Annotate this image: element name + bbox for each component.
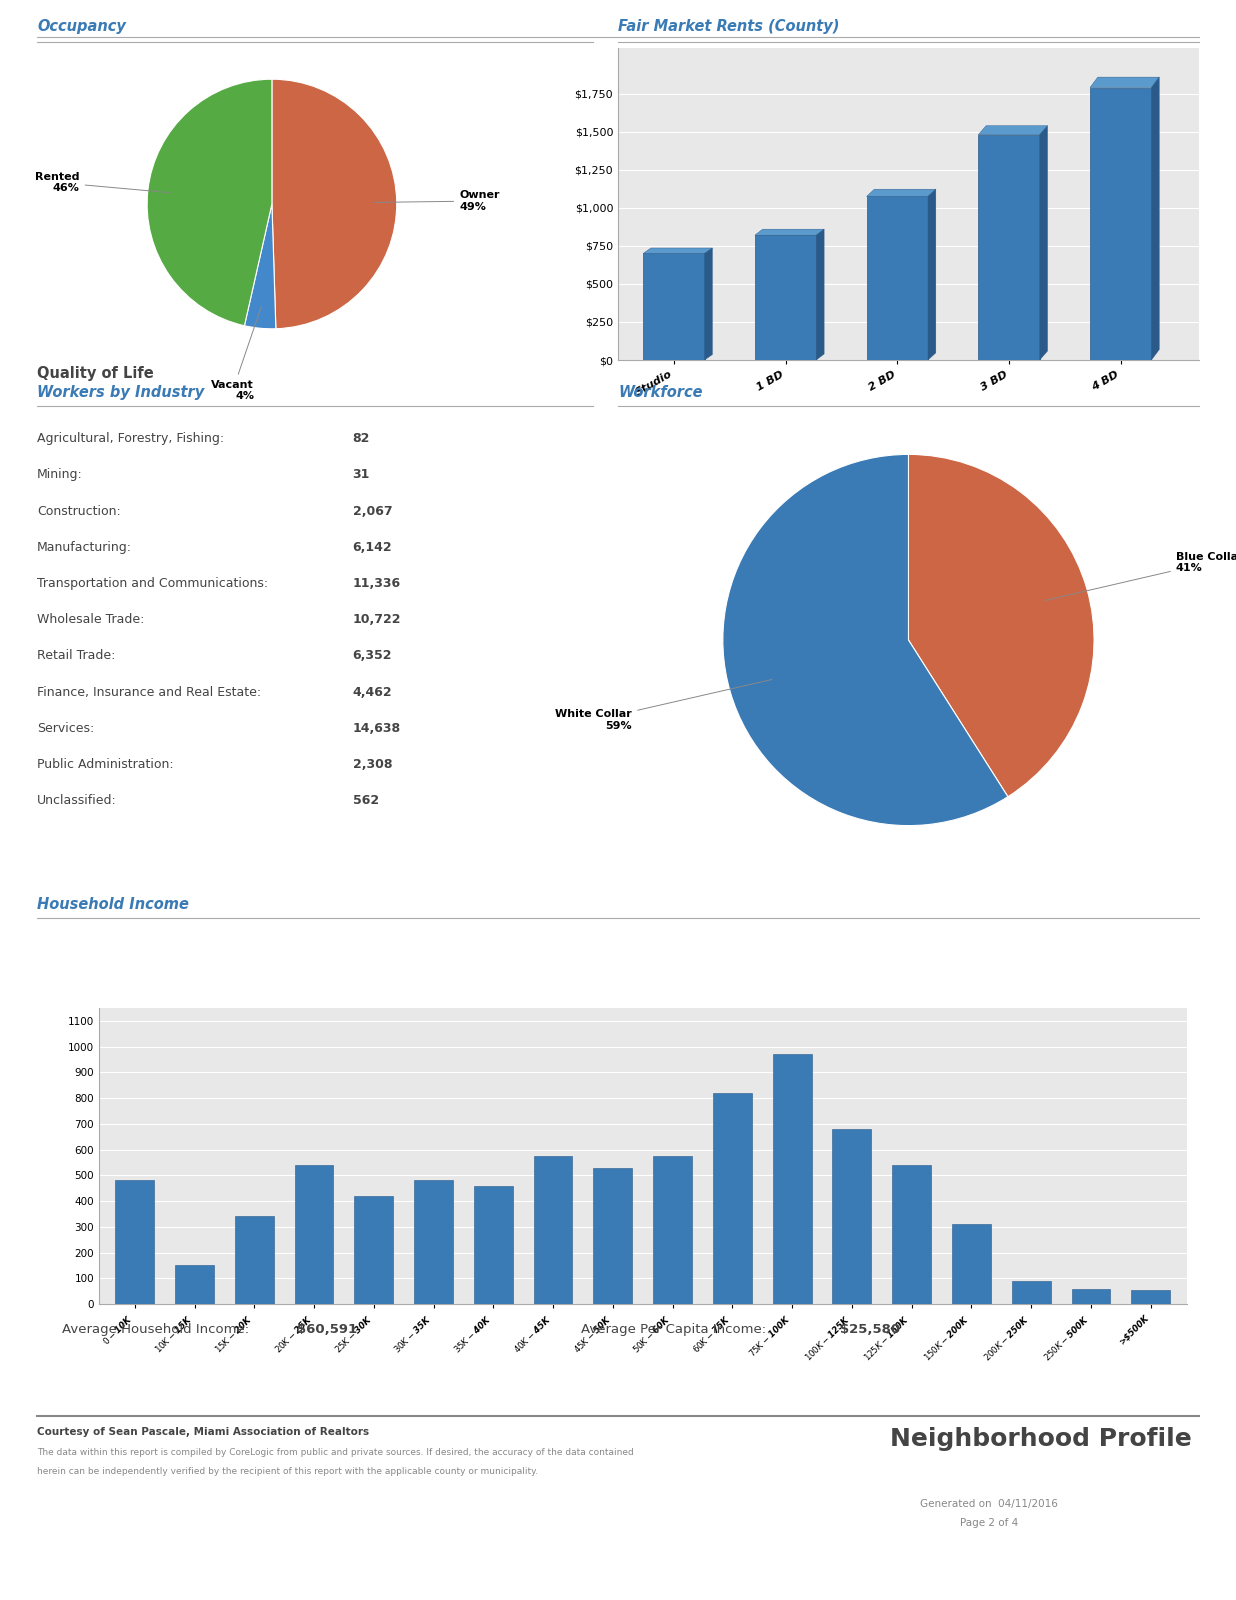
Bar	[294, 1165, 334, 1304]
Text: 11,336: 11,336	[352, 578, 400, 590]
Bar	[115, 1181, 154, 1304]
Polygon shape	[1090, 77, 1159, 88]
Bar	[978, 134, 1039, 360]
Bar	[593, 1168, 633, 1304]
Polygon shape	[866, 189, 936, 197]
Text: Courtesy of Sean Pascale, Miami Association of Realtors: Courtesy of Sean Pascale, Miami Associat…	[37, 1427, 370, 1437]
Text: Owner
49%: Owner 49%	[375, 190, 499, 211]
Text: Vacant
4%: Vacant 4%	[211, 306, 262, 402]
Bar	[1072, 1288, 1110, 1304]
Text: Transportation and Communications:: Transportation and Communications:	[37, 578, 268, 590]
Bar	[653, 1155, 692, 1304]
Text: Neighborhood Profile: Neighborhood Profile	[890, 1427, 1192, 1451]
Bar	[473, 1186, 513, 1304]
Wedge shape	[245, 203, 276, 330]
Text: 4,462: 4,462	[352, 685, 392, 699]
Text: Mining:: Mining:	[37, 469, 83, 482]
Text: $25,580: $25,580	[840, 1323, 901, 1336]
Wedge shape	[723, 454, 1007, 826]
Text: Finance, Insurance and Real Estate:: Finance, Insurance and Real Estate:	[37, 685, 261, 699]
Text: Quality of Life: Quality of Life	[37, 366, 153, 381]
Polygon shape	[928, 189, 936, 360]
Wedge shape	[147, 78, 272, 326]
Text: Generated on  04/11/2016: Generated on 04/11/2016	[920, 1499, 1058, 1509]
Bar	[833, 1130, 871, 1304]
Bar	[534, 1155, 572, 1304]
Polygon shape	[755, 229, 824, 235]
Text: Rented
46%: Rented 46%	[35, 171, 169, 194]
Text: Occupancy: Occupancy	[37, 19, 126, 34]
Bar	[1090, 88, 1152, 360]
Text: 2,308: 2,308	[352, 758, 392, 771]
Text: Workers by Industry: Workers by Industry	[37, 386, 204, 400]
Bar	[176, 1266, 214, 1304]
Polygon shape	[1152, 77, 1159, 360]
Text: White Collar
59%: White Collar 59%	[555, 680, 772, 731]
Bar	[866, 197, 928, 360]
Text: Public Administration:: Public Administration:	[37, 758, 174, 771]
Bar	[355, 1195, 393, 1304]
Bar	[1131, 1290, 1170, 1304]
Text: herein can be independently verified by the recipient of this report with the ap: herein can be independently verified by …	[37, 1467, 538, 1477]
Text: Unclassified:: Unclassified:	[37, 794, 117, 806]
Text: Fair Market Rents (County): Fair Market Rents (County)	[618, 19, 839, 34]
Text: 562: 562	[352, 794, 378, 806]
Polygon shape	[1039, 126, 1048, 360]
Bar	[235, 1216, 273, 1304]
Text: 6,142: 6,142	[352, 541, 392, 554]
Text: $60,591: $60,591	[297, 1323, 357, 1336]
Text: Construction:: Construction:	[37, 504, 121, 518]
Text: The data within this report is compiled by CoreLogic from public and private sou: The data within this report is compiled …	[37, 1448, 634, 1458]
Text: Blue Collar
41%: Blue Collar 41%	[1044, 552, 1236, 600]
Bar	[414, 1181, 452, 1304]
Text: Services:: Services:	[37, 722, 94, 734]
Text: Average Household Income:: Average Household Income:	[62, 1323, 248, 1336]
Text: Manufacturing:: Manufacturing:	[37, 541, 132, 554]
Text: Wholesale Trade:: Wholesale Trade:	[37, 613, 145, 626]
Polygon shape	[978, 126, 1048, 134]
Bar	[755, 235, 816, 360]
Text: Page 2 of 4: Page 2 of 4	[959, 1518, 1018, 1528]
Text: Retail Trade:: Retail Trade:	[37, 650, 115, 662]
Text: 6,352: 6,352	[352, 650, 392, 662]
Bar	[772, 1054, 812, 1304]
Text: Average Per Capita Income:: Average Per Capita Income:	[581, 1323, 766, 1336]
Text: 31: 31	[352, 469, 370, 482]
Bar	[643, 253, 705, 360]
Polygon shape	[643, 248, 712, 253]
Bar	[713, 1093, 751, 1304]
Bar	[952, 1224, 991, 1304]
Polygon shape	[705, 248, 712, 360]
Wedge shape	[272, 78, 397, 328]
Bar	[892, 1165, 931, 1304]
Text: Agricultural, Forestry, Fishing:: Agricultural, Forestry, Fishing:	[37, 432, 224, 445]
Text: 10,722: 10,722	[352, 613, 400, 626]
Wedge shape	[908, 454, 1094, 797]
Text: 82: 82	[352, 432, 370, 445]
Text: Workforce: Workforce	[618, 386, 702, 400]
Bar	[1012, 1282, 1051, 1304]
Text: 14,638: 14,638	[352, 722, 400, 734]
Text: 2,067: 2,067	[352, 504, 392, 518]
Text: Household Income: Household Income	[37, 898, 189, 912]
Polygon shape	[816, 229, 824, 360]
